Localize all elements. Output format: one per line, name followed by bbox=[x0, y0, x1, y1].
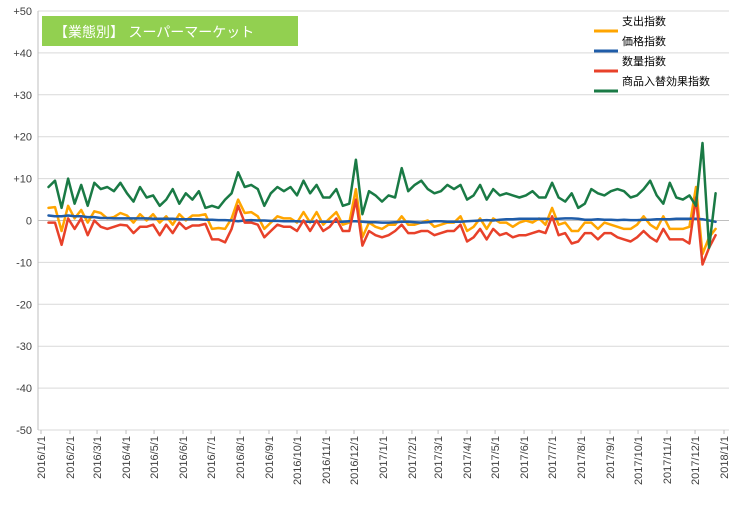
chart-title-box: 【業態別】 スーパーマーケット bbox=[42, 16, 298, 46]
series-line bbox=[47, 214, 717, 224]
x-tick-label: 2016/4/1 bbox=[121, 436, 133, 479]
x-tick-label: 2017/7/1 bbox=[547, 436, 559, 479]
x-tick-label: 2016/5/1 bbox=[149, 436, 161, 479]
series-lines bbox=[47, 141, 717, 266]
y-tick-label: +30 bbox=[13, 90, 32, 102]
x-tick-label: 2017/10/1 bbox=[633, 436, 645, 485]
gridlines bbox=[37, 10, 729, 431]
x-tick-label: 2018/1/1 bbox=[719, 436, 731, 479]
x-tick-label: 2017/5/1 bbox=[490, 436, 502, 479]
y-tick-label: +50 bbox=[13, 6, 32, 18]
y-tick-label: +40 bbox=[13, 48, 32, 60]
x-tick-label: 2016/11/1 bbox=[321, 436, 333, 484]
x-tick-label: 2017/12/1 bbox=[690, 436, 702, 485]
x-tick-label: 2017/9/1 bbox=[605, 436, 617, 479]
x-tick-label: 2016/6/1 bbox=[178, 436, 190, 479]
y-tick-label: -20 bbox=[16, 299, 32, 311]
x-tick-label: 2016/1/1 bbox=[36, 436, 48, 479]
x-tick-label: 2016/3/1 bbox=[92, 436, 104, 479]
x-tick-label: 2017/11/1 bbox=[662, 436, 674, 484]
x-tick-label: 2017/1/1 bbox=[378, 436, 390, 479]
x-axis: 2016/1/1 2016/2/1 2016/3/1 2016/4/1 2016/5/1… bbox=[36, 430, 731, 485]
series-line bbox=[47, 196, 717, 266]
y-tick-label: -40 bbox=[16, 383, 32, 395]
title-background bbox=[42, 16, 298, 46]
legend-label: 商品入替効果指数 bbox=[622, 74, 710, 88]
x-tick-label: 2016/2/1 bbox=[65, 436, 77, 479]
y-tick-label: 0 bbox=[26, 216, 32, 228]
legend-label: 数量指数 bbox=[622, 54, 666, 68]
x-tick-label: 2016/7/1 bbox=[206, 436, 218, 479]
chart-title: 【業態別】 スーパーマーケット bbox=[54, 25, 254, 41]
x-tick-label: 2017/4/1 bbox=[462, 436, 474, 479]
x-tick-label: 2016/12/1 bbox=[349, 436, 361, 485]
x-tick-label: 2017/2/1 bbox=[407, 436, 419, 479]
x-tick-label: 2017/3/1 bbox=[433, 436, 445, 479]
series-line bbox=[47, 185, 717, 256]
y-tick-label: +10 bbox=[13, 174, 32, 186]
x-tick-label: 2017/6/1 bbox=[519, 436, 531, 479]
legend-label: 支出指数 bbox=[622, 14, 666, 28]
x-tick-label: 2016/9/1 bbox=[264, 436, 276, 479]
y-tick-label: +20 bbox=[13, 132, 32, 144]
legend-label: 価格指数 bbox=[622, 34, 666, 48]
y-axis: +50 +40 +30 +20 +10 0 -10 -20 -30 -40 -50 bbox=[13, 6, 32, 437]
series-line bbox=[47, 141, 717, 249]
x-tick-label: 2016/8/1 bbox=[235, 436, 247, 479]
x-tick-label: 2016/10/1 bbox=[292, 436, 304, 485]
y-tick-label: -50 bbox=[16, 425, 32, 437]
x-tick-label: 2017/8/1 bbox=[576, 436, 588, 479]
y-tick-label: -30 bbox=[16, 341, 32, 353]
y-tick-label: -10 bbox=[16, 257, 32, 269]
